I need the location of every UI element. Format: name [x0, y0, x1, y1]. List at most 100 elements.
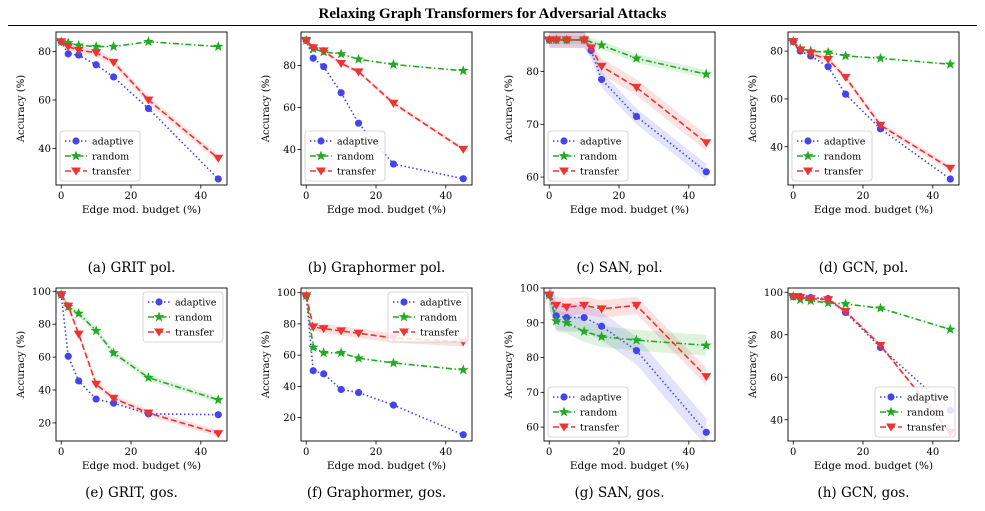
legend-label-random: random: [824, 152, 861, 163]
data-point-transfer: [579, 36, 590, 45]
x-tick-label: 20: [125, 191, 138, 202]
axes-frame: [300, 287, 473, 442]
data-point-transfer: [143, 409, 154, 418]
x-tick-label: 0: [546, 447, 552, 458]
y-axis-label: Accuracy (%): [748, 75, 759, 143]
legend-label-random: random: [580, 152, 617, 163]
y-axis-label: Accuracy (%): [16, 331, 27, 399]
x-tick-label: 20: [857, 447, 870, 458]
y-tick-label: 20: [283, 413, 296, 424]
x-tick-label: 40: [194, 191, 207, 202]
x-axis-label: Edge mod. budget (%): [327, 460, 446, 472]
data-point-adaptive: [389, 160, 398, 168]
data-point-transfer: [63, 302, 74, 311]
data-point-random: [875, 302, 886, 313]
data-point-transfer: [875, 121, 886, 130]
data-point-transfer: [788, 293, 799, 301]
data-point-adaptive: [75, 377, 83, 385]
data-point-adaptive: [632, 112, 641, 121]
y-axis-label: Accuracy (%): [504, 75, 515, 143]
legend-label-random: random: [907, 408, 944, 419]
data-point-transfer: [56, 38, 67, 47]
data-point-adaptive: [632, 346, 641, 355]
plot-area: [788, 36, 956, 183]
axes-frame: [543, 31, 716, 186]
data-point-random: [73, 308, 84, 318]
data-point-transfer: [945, 164, 956, 173]
subfigure-caption: (b) Graphormer pol.: [308, 260, 446, 276]
y-tick-label: 60: [770, 373, 783, 384]
y-axis-label: Accuracy (%): [261, 331, 272, 399]
subfigure-caption: (e) GRIT, gos.: [85, 485, 178, 501]
axes-frame: [55, 287, 228, 442]
chart-panel: 0 20 40 60 70 80 90 100 Edge mod. budget (%) Accu…: [504, 284, 716, 501]
y-tick-label: 60: [38, 353, 51, 364]
legend-marker-adaptive: [155, 298, 163, 306]
confidence-band: [549, 288, 707, 386]
subfigure-caption: (h) GCN, gos.: [817, 485, 909, 501]
data-point-random: [458, 65, 469, 76]
data-point-adaptive: [109, 399, 118, 407]
data-point-random: [945, 323, 956, 334]
data-point-adaptive: [214, 411, 222, 419]
data-point-random: [90, 325, 102, 336]
x-tick-label: 40: [926, 191, 939, 202]
data-point-adaptive: [354, 119, 363, 127]
y-tick-label: 80: [526, 353, 539, 364]
legend: adaptive random transfer: [59, 130, 141, 182]
legend-marker-transfer: [559, 167, 569, 176]
data-point-transfer: [544, 291, 555, 300]
legend-marker-random: [398, 311, 410, 322]
chart-panel: 0 20 40 60 70 80 Edge mod. budget (%) Accuracy …: [504, 31, 716, 276]
data-point-transfer: [823, 296, 834, 305]
legend-label-adaptive: adaptive: [420, 298, 462, 309]
confidence-band: [306, 291, 464, 347]
y-tick-label: 80: [38, 47, 51, 58]
legend-label-transfer: transfer: [907, 423, 946, 434]
data-point-transfer: [318, 47, 329, 56]
data-point-adaptive: [702, 168, 710, 176]
data-point-random: [701, 339, 712, 350]
data-point-random: [631, 334, 642, 345]
legend-marker-adaptive: [400, 298, 408, 306]
chart-panel: 0 20 40 40 60 80 100 Edge mod. budget (%) Accura…: [748, 287, 960, 501]
legend-marker-transfer: [399, 328, 409, 337]
legend-label-random: random: [337, 152, 374, 163]
data-point-transfer: [840, 307, 851, 316]
x-axis-label: Edge mod. budget (%): [82, 460, 201, 472]
plot-area: [301, 34, 469, 183]
axes-frame: [787, 31, 960, 186]
legend-marker-transfer: [559, 423, 569, 432]
subfigure-caption: (c) SAN, pol.: [576, 260, 662, 276]
axes-frame: [543, 287, 716, 442]
x-axis-label: Edge mod. budget (%): [327, 204, 446, 216]
series-line-random: [792, 295, 951, 331]
plot-area: [544, 288, 712, 441]
data-point-random: [335, 347, 347, 358]
confidence-band: [61, 291, 219, 404]
confidence-band: [61, 291, 219, 437]
data-point-random: [631, 52, 642, 63]
data-point-transfer: [701, 373, 712, 382]
y-tick-label: 80: [526, 67, 539, 78]
data-point-random: [875, 52, 886, 63]
data-point-transfer: [63, 43, 74, 52]
data-point-random: [388, 357, 399, 368]
y-axis-label: Accuracy (%): [16, 75, 27, 143]
legend-marker-transfer: [886, 423, 896, 432]
data-point-adaptive: [75, 51, 83, 59]
legend: adaptive random transfer: [791, 130, 873, 182]
x-tick-label: 20: [857, 191, 870, 202]
y-tick-label: 40: [38, 386, 51, 397]
data-point-transfer: [631, 301, 642, 310]
data-point-transfer: [301, 36, 312, 45]
legend: adaptive random transfer: [874, 386, 956, 438]
legend-label-adaptive: adaptive: [337, 137, 379, 148]
data-point-random: [318, 347, 329, 358]
y-tick-label: 80: [770, 330, 783, 341]
data-point-transfer: [795, 294, 806, 303]
x-tick-label: 40: [682, 447, 695, 458]
data-point-transfer: [805, 295, 816, 304]
x-tick-label: 20: [125, 447, 138, 458]
y-tick-label: 100: [764, 288, 783, 299]
